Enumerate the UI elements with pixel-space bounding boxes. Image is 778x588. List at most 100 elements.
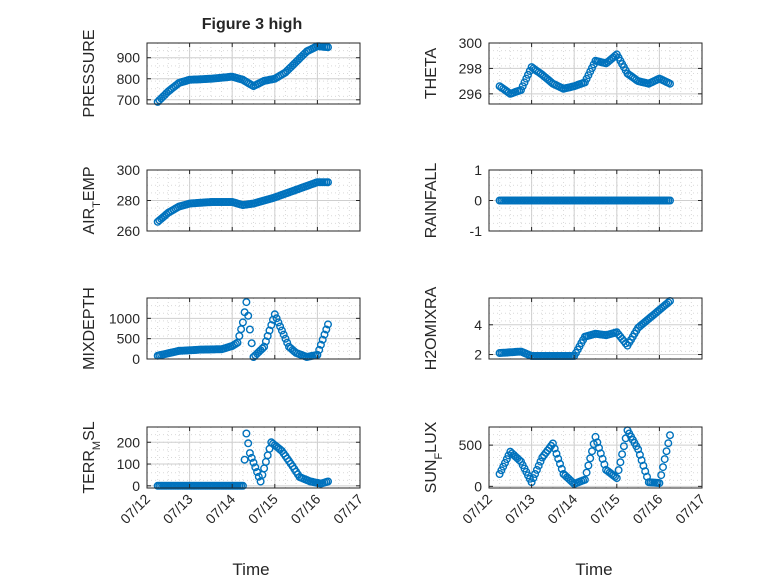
data-point [277,326,286,335]
data-point [318,335,327,344]
y-tick-label: 500 [117,331,141,347]
data-point [621,339,630,348]
data-point [245,449,254,458]
subplot-theta: 296 298 300 THETA [423,35,703,105]
data-point [666,431,675,440]
data-point [664,439,673,448]
x-tick-label: 07/17 [672,491,708,527]
data-point [588,447,597,456]
data-series [495,297,675,361]
axes-box [488,42,703,105]
data-point [281,334,290,343]
y-tick-label: 0 [132,478,140,494]
y-tick-label: 296 [459,86,483,102]
axes-box [146,426,361,489]
y-tick-label: 200 [117,434,141,450]
data-point [612,474,621,483]
data-series [153,178,333,226]
data-point [274,318,283,327]
x-tick-label: 07/14 [544,491,580,527]
y-axis-label: RAINFALL [423,163,440,239]
data-point [586,454,595,463]
y-tick-label: -1 [470,223,483,239]
y-axis-label: SUNFLUX [423,421,445,493]
y-axis-label: TERRMSL [81,421,103,493]
data-point [548,439,557,448]
x-tick-label: 07/12 [117,491,153,527]
data-point [531,470,540,479]
data-point [324,320,333,329]
y-tick-label: 300 [117,162,141,178]
data-point [283,338,292,347]
y-axis-label: AIRTEMP [81,166,103,234]
x-tick-label: 07/14 [202,491,238,527]
data-point [619,442,628,451]
data-point [552,449,561,458]
axes-box [488,426,703,489]
data-point [276,322,285,331]
data-point [664,298,673,307]
subplot-air-temp: 260 280 300 AIRTEMP [81,162,361,239]
subplot-terr-msl: 0 100 200 TERRMSL 07/12 07/13 07/14 07/15 07/16 0… [81,421,366,527]
data-point [657,471,666,480]
data-point [501,458,510,467]
subplot-rainfall: -1 0 1 RAINFALL [423,162,703,239]
data-point [242,429,251,438]
y-tick-label: 1 [474,162,482,178]
x-tick-label: 07/13 [160,491,196,527]
data-point [316,340,325,349]
data-point [244,439,253,448]
data-point [322,325,331,334]
data-point [251,463,260,472]
data-point [522,74,531,83]
subplot-pressure: 700 800 900 PRESSURE [81,29,361,118]
data-point [524,70,533,79]
y-axis-label: H2OMIXRA [423,286,440,370]
data-point [580,475,589,484]
y-tick-label: 0 [474,193,482,209]
data-point [279,330,288,339]
data-point [582,468,591,477]
y-tick-label: 100 [117,456,141,472]
data-series [495,426,675,488]
y-tick-label: 260 [117,223,141,239]
data-series [495,196,675,205]
x-tick-label: 07/12 [459,491,495,527]
y-tick-label: 500 [459,437,483,453]
y-tick-label: 300 [459,35,483,51]
x-axis-label-left: Time [232,560,269,579]
figure-title: Figure 3 high [202,16,302,33]
data-point [267,321,276,330]
x-axis-label-right: Time [575,560,612,579]
data-point [584,461,593,470]
data-point [616,458,625,467]
data-point [258,344,267,353]
data-point [666,196,675,205]
y-tick-label: 280 [117,193,141,209]
y-tick-label: 0 [474,478,482,494]
y-tick-label: 4 [474,317,482,333]
data-point [324,477,333,486]
subplot-sun-flux: 0 500 SUNFLUX 07/12 07/13 07/14 07/15 07/16 07/1… [423,421,708,527]
data-series [495,50,675,98]
data-point [237,325,246,334]
data-point [666,79,675,88]
y-tick-label: 0 [132,351,140,367]
data-point [662,447,671,456]
data-point [247,453,256,462]
x-tick-label: 07/15 [245,491,281,527]
data-point [260,464,269,473]
data-point [536,457,545,466]
data-point [529,474,538,483]
data-point [534,461,543,470]
data-point [245,325,254,334]
y-axis-label: PRESSURE [81,29,98,117]
x-tick-label: 07/17 [330,491,366,527]
y-axis-label: THETA [423,48,440,100]
data-point [611,472,620,481]
data-point [520,78,529,87]
data-point [618,450,627,459]
data-point [238,481,247,490]
data-series [153,42,333,106]
